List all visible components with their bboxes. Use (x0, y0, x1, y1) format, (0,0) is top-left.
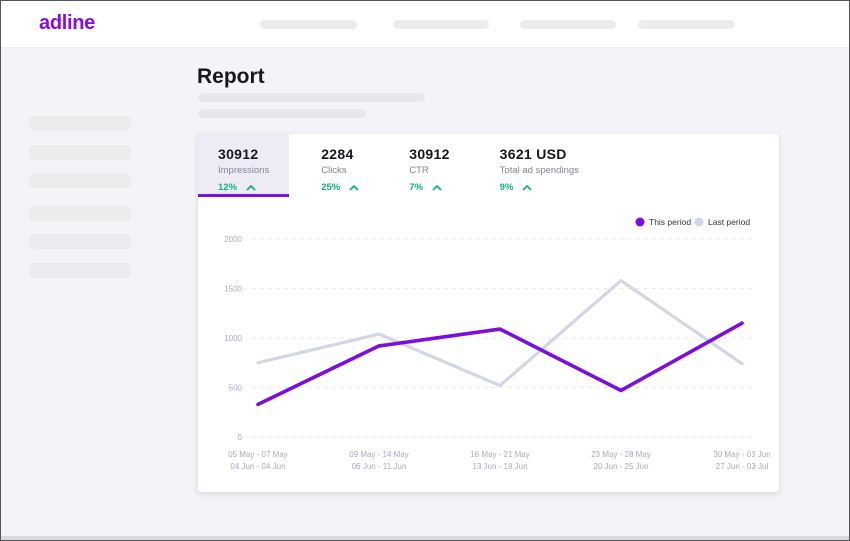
series-line-last-period (256, 278, 744, 388)
stat-value: 2284 (321, 146, 354, 162)
y-axis-tick-label: 0 (238, 433, 243, 442)
stat-value: 3621 USD (499, 146, 567, 162)
chart-area: 0 500 1000 1500 2000 05 May - 07 May 04 Jun - … (198, 201, 779, 492)
sidebar-item-placeholder (29, 145, 131, 160)
line-chart: 0 500 1000 1500 2000 05 May - 07 May 04 Jun - … (224, 217, 770, 471)
report-card: 30912 Impressions 12% 2284 Clicks 25% 30912 CTR… (198, 134, 779, 492)
x-axis-tick-label: 09 May - 14 May (349, 450, 409, 459)
nav-placeholder (520, 20, 616, 29)
sidebar-item-placeholder (29, 263, 131, 278)
subtitle-placeholder (198, 93, 425, 102)
legend-label: Last period (708, 217, 750, 227)
topbar: adline (1, 1, 849, 48)
stat-delta-percent: 25% (321, 182, 341, 193)
nav-placeholder (393, 20, 489, 29)
stats-tabs: 30912 Impressions 12% 2284 Clicks 25% 30912 CTR… (198, 134, 779, 197)
x-axis-tick-label: 16 May - 21 May (470, 450, 530, 459)
stat-delta: 12% (218, 182, 269, 193)
stat-tab-total-ad-spendings[interactable]: 3621 USD Total ad spendings 9% (482, 134, 597, 197)
y-axis-tick-label: 1500 (224, 285, 242, 294)
legend-dot-icon (635, 217, 645, 227)
stat-tab-impressions[interactable]: 30912 Impressions 12% (198, 134, 290, 197)
window-bottom-edge (1, 536, 849, 540)
stat-label: Total ad spendings (499, 165, 579, 176)
nav-placeholder (260, 20, 357, 29)
x-axis-tick-label: 06 Jun - 11 Jun (352, 462, 407, 471)
x-axis-tick-label: 13 Jun - 18 Jun (472, 462, 527, 471)
subtitle-placeholder (198, 109, 366, 118)
y-axis-tick-label: 2000 (224, 235, 242, 244)
stat-delta: 9% (500, 182, 579, 193)
x-axis-tick-label: 20 Jun - 25 Jun (593, 462, 648, 471)
stat-label: CTR (409, 165, 429, 176)
brand-logo[interactable]: adline (39, 12, 95, 34)
chevron-up-icon (349, 185, 359, 191)
stat-value: 30912 (218, 146, 259, 162)
stat-delta-percent: 12% (218, 182, 238, 193)
stat-delta: 7% (409, 182, 449, 193)
stat-tab-ctr[interactable]: 30912 CTR 7% (391, 134, 467, 197)
y-axis-tick-label: 1000 (224, 334, 242, 343)
legend-item-last-period[interactable]: Last period (694, 217, 751, 227)
chevron-up-icon (523, 185, 532, 191)
x-axis-tick-label: 30 May - 03 Jun (713, 450, 770, 459)
series-line-this-period (256, 321, 744, 407)
chevron-up-icon (246, 185, 256, 191)
sidebar-item-placeholder (29, 206, 131, 221)
stat-value: 30912 (409, 146, 450, 162)
legend-dot-icon (694, 217, 704, 227)
x-axis-tick-label: 04 Jun - 04 Jun (230, 462, 285, 471)
stat-delta-percent: 9% (499, 182, 514, 193)
x-axis-tick-label: 05 May - 07 May (228, 450, 288, 459)
stat-tab-clicks[interactable]: 2284 Clicks 25% (303, 134, 377, 197)
legend-label: This period (649, 217, 691, 227)
stat-label: Impressions (218, 165, 270, 176)
x-axis-tick-label: 23 May - 28 May (591, 450, 651, 459)
stat-label: Clicks (321, 165, 347, 176)
x-axis-tick-label: 27 Jun - 03 Jul (716, 462, 769, 471)
stat-delta: 25% (321, 182, 359, 193)
legend-item-this-period[interactable]: This period (635, 217, 692, 227)
sidebar-item-placeholder (29, 116, 131, 131)
stat-delta-percent: 7% (409, 182, 423, 193)
sidebar-item-placeholder (29, 234, 131, 249)
y-axis-tick-label: 500 (229, 384, 243, 393)
sidebar-item-placeholder (29, 173, 131, 188)
nav-placeholder (638, 20, 735, 29)
page-title: Report (197, 65, 265, 88)
chevron-up-icon (432, 185, 442, 191)
